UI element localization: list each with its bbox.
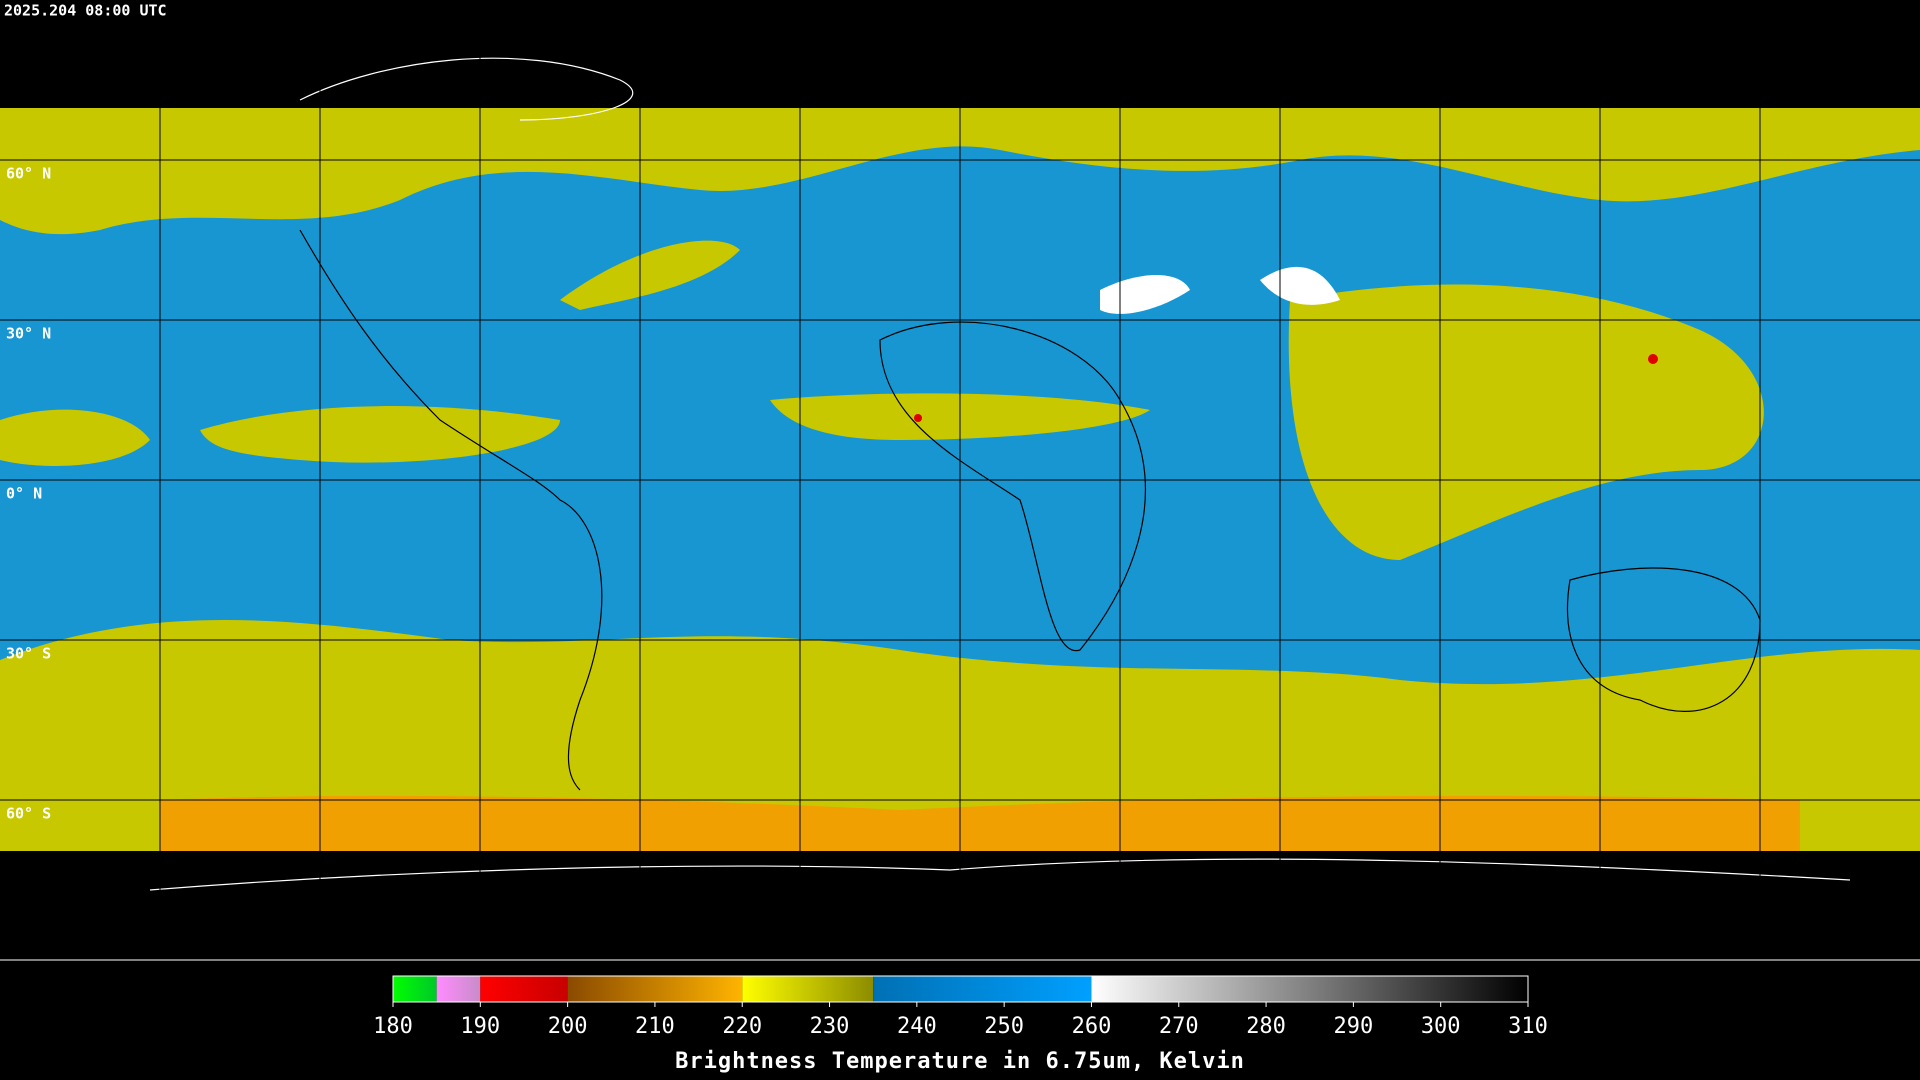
colorbar-tick-label: 270 [1159,1014,1199,1039]
colorbar-tick-label: 300 [1421,1014,1461,1039]
latitude-label: 30° N [6,325,51,343]
colorbar-tick-label: 260 [1072,1014,1112,1039]
colorbar-tick-label: 240 [897,1014,937,1039]
colorbar-segment [436,976,481,1002]
colorbar-tick-label: 280 [1246,1014,1286,1039]
americas-outline [299,229,603,791]
colorbar: 180 190 200 210 220 230 240 250 260 270 280 290 300 3… [373,975,1548,1039]
latitude-label: 60° N [6,165,51,183]
antarctic-cold-band [160,795,1800,851]
itcz-clouds [200,406,560,463]
latitude-label: 60° S [6,805,51,823]
colorbar-tick-label: 200 [548,1014,588,1039]
colorbar-title: Brightness Temperature in 6.75um, Kelvin [675,1049,1245,1074]
colorbar-tick-label: 290 [1334,1014,1374,1039]
colorbar-segment [480,976,568,1002]
deep-convection [1648,354,1658,364]
colorbar-tick-label: 250 [984,1014,1024,1039]
antarctica-outline [149,858,1851,891]
colorbar-segment [742,976,874,1002]
colorbar-segment [567,976,743,1002]
africa-outline [879,321,1146,652]
deep-convection [914,414,922,422]
latitude-label: 0° N [6,485,42,503]
dry-region [1100,275,1190,314]
colorbar-frame [392,975,1529,1003]
latitude-label: 30° S [6,645,51,663]
polar-coastlines [149,57,1851,891]
colorbar-tick-label: 310 [1508,1014,1548,1039]
colorbar-segment [1091,976,1528,1002]
timestamp: 2025.204 08:00 UTC [4,2,167,20]
colorbar-tick-label: 190 [460,1014,500,1039]
colorbar-tick-label: 210 [635,1014,675,1039]
latitude-lines: 60° N 30° N 0° N 30° S 60° S [0,159,1920,823]
greenland-outline [299,57,634,121]
colorbar-tick-label: 230 [810,1014,850,1039]
cloud-feature [0,409,150,466]
asian-monsoon-clouds [1288,284,1764,560]
cloud-feature [560,240,740,310]
colorbar-tick-label: 220 [722,1014,762,1039]
coastlines [299,229,1761,791]
colorbar-segment [873,976,1092,1002]
australia-outline [1566,567,1761,712]
colorbar-tick-label: 180 [373,1014,413,1039]
colorbar-segment [393,976,437,1002]
